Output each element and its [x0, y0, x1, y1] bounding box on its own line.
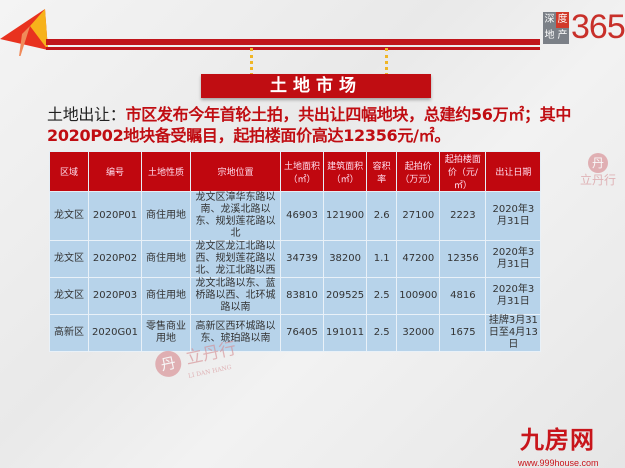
col-header: 区域	[49, 151, 89, 192]
table-cell: 龙文北路以东、蓝桥路以西、北环城路以南	[190, 277, 281, 315]
table-cell: 46903	[280, 191, 324, 241]
table-cell: 76405	[280, 314, 324, 352]
col-header: 出让日期	[485, 151, 542, 192]
hanging-rope	[385, 48, 392, 82]
table-cell: 龙文区	[49, 191, 89, 241]
table-cell: 2020P02	[88, 240, 142, 278]
table-cell: 2.5	[366, 277, 398, 315]
table-cell: 高新区西环城路以东、琥珀路以南	[190, 314, 281, 352]
table-cell: 2020G01	[88, 314, 142, 352]
col-header: 土地面积（㎡）	[280, 151, 324, 192]
col-header: 编号	[88, 151, 142, 192]
table-cell: 2020P01	[88, 191, 142, 241]
table-header-row: 区域 编号 土地性质 宗地位置 土地面积（㎡） 建筑面积（㎡） 容积率 起拍价（…	[49, 151, 542, 192]
table-cell: 38200	[322, 240, 368, 278]
table-cell: 32000	[396, 314, 441, 352]
header-rail	[46, 39, 540, 45]
headline: 土地出让：市区发布今年首轮土拍，共出让四幅地块，总建约56万㎡；其中2020P0…	[47, 104, 587, 146]
table-cell: 2223	[439, 191, 487, 241]
table-cell: 1.1	[366, 240, 398, 278]
table-row: 龙文区 2020P02 商住用地 龙文区龙江北路以西、规划莲花路以北、龙江北路以西 34…	[49, 240, 542, 278]
table-cell: 挂牌3月31日至4月13日	[485, 314, 542, 352]
col-header: 土地性质	[141, 151, 191, 192]
table-cell: 商住用地	[141, 277, 191, 315]
table-cell: 2020年3月31日	[485, 240, 542, 278]
col-header: 起拍价（万元）	[396, 151, 441, 192]
table-cell: 83810	[280, 277, 324, 315]
table-cell: 龙文区龙江北路以西、规划莲花路以北、龙江北路以西	[190, 240, 281, 278]
headline-text: 市区发布今年首轮土拍，共出让四幅地块，总建约56万㎡；其中2020P02地块备受…	[47, 105, 572, 145]
col-header: 宗地位置	[190, 151, 281, 192]
table-row: 龙文区 2020P01 商住用地 龙文区漳华东路以南、龙溪北路以东、规划莲花路以北 46…	[49, 191, 542, 241]
col-header: 起拍楼面价（元/㎡）	[439, 151, 487, 192]
table-row: 龙文区 2020P03 商住用地 龙文北路以东、蓝桥路以西、北环城路以南 83810 20…	[49, 277, 542, 315]
table-cell: 1675	[439, 314, 487, 352]
table-cell: 商住用地	[141, 240, 191, 278]
table-cell: 龙文区	[49, 277, 89, 315]
table-cell: 龙文区漳华东路以南、龙溪北路以东、规划莲花路以北	[190, 191, 281, 241]
999house-url: www.999house.com	[518, 458, 599, 468]
table-cell: 2020年3月31日	[485, 277, 542, 315]
hanging-rope	[250, 48, 257, 82]
table-cell: 34739	[280, 240, 324, 278]
shendu-365-logo: 深度地产 365	[543, 8, 625, 46]
table-cell: 商住用地	[141, 191, 191, 241]
table-cell: 209525	[322, 277, 368, 315]
header-rail-thin	[46, 47, 540, 50]
table-cell: 4816	[439, 277, 487, 315]
table-cell: 零售商业用地	[141, 314, 191, 352]
table-cell: 100900	[396, 277, 441, 315]
land-auction-table: 区域 编号 土地性质 宗地位置 土地面积（㎡） 建筑面积（㎡） 容积率 起拍价（…	[49, 151, 542, 352]
table-cell: 191011	[322, 314, 368, 352]
col-header: 容积率	[366, 151, 398, 192]
paper-plane-icon	[0, 9, 48, 56]
table-cell: 27100	[396, 191, 441, 241]
col-header: 建筑面积（㎡）	[322, 151, 368, 192]
section-title: 土地市场	[201, 74, 431, 98]
table-cell: 2020年3月31日	[485, 191, 542, 241]
table-cell: 121900	[322, 191, 368, 241]
headline-lead: 土地出让：	[47, 105, 126, 124]
table-cell: 龙文区	[49, 240, 89, 278]
table-cell: 2020P03	[88, 277, 142, 315]
999house-logo: 九房网	[520, 426, 595, 454]
table-cell: 高新区	[49, 314, 89, 352]
lidanhang-watermark: 丹立丹行	[578, 153, 618, 188]
table-cell: 12356	[439, 240, 487, 278]
table-cell: 47200	[396, 240, 441, 278]
table-row: 高新区 2020G01 零售商业用地 高新区西环城路以东、琥珀路以南 76405 1910…	[49, 314, 542, 352]
table-cell: 2.5	[366, 314, 398, 352]
table-cell: 2.6	[366, 191, 398, 241]
